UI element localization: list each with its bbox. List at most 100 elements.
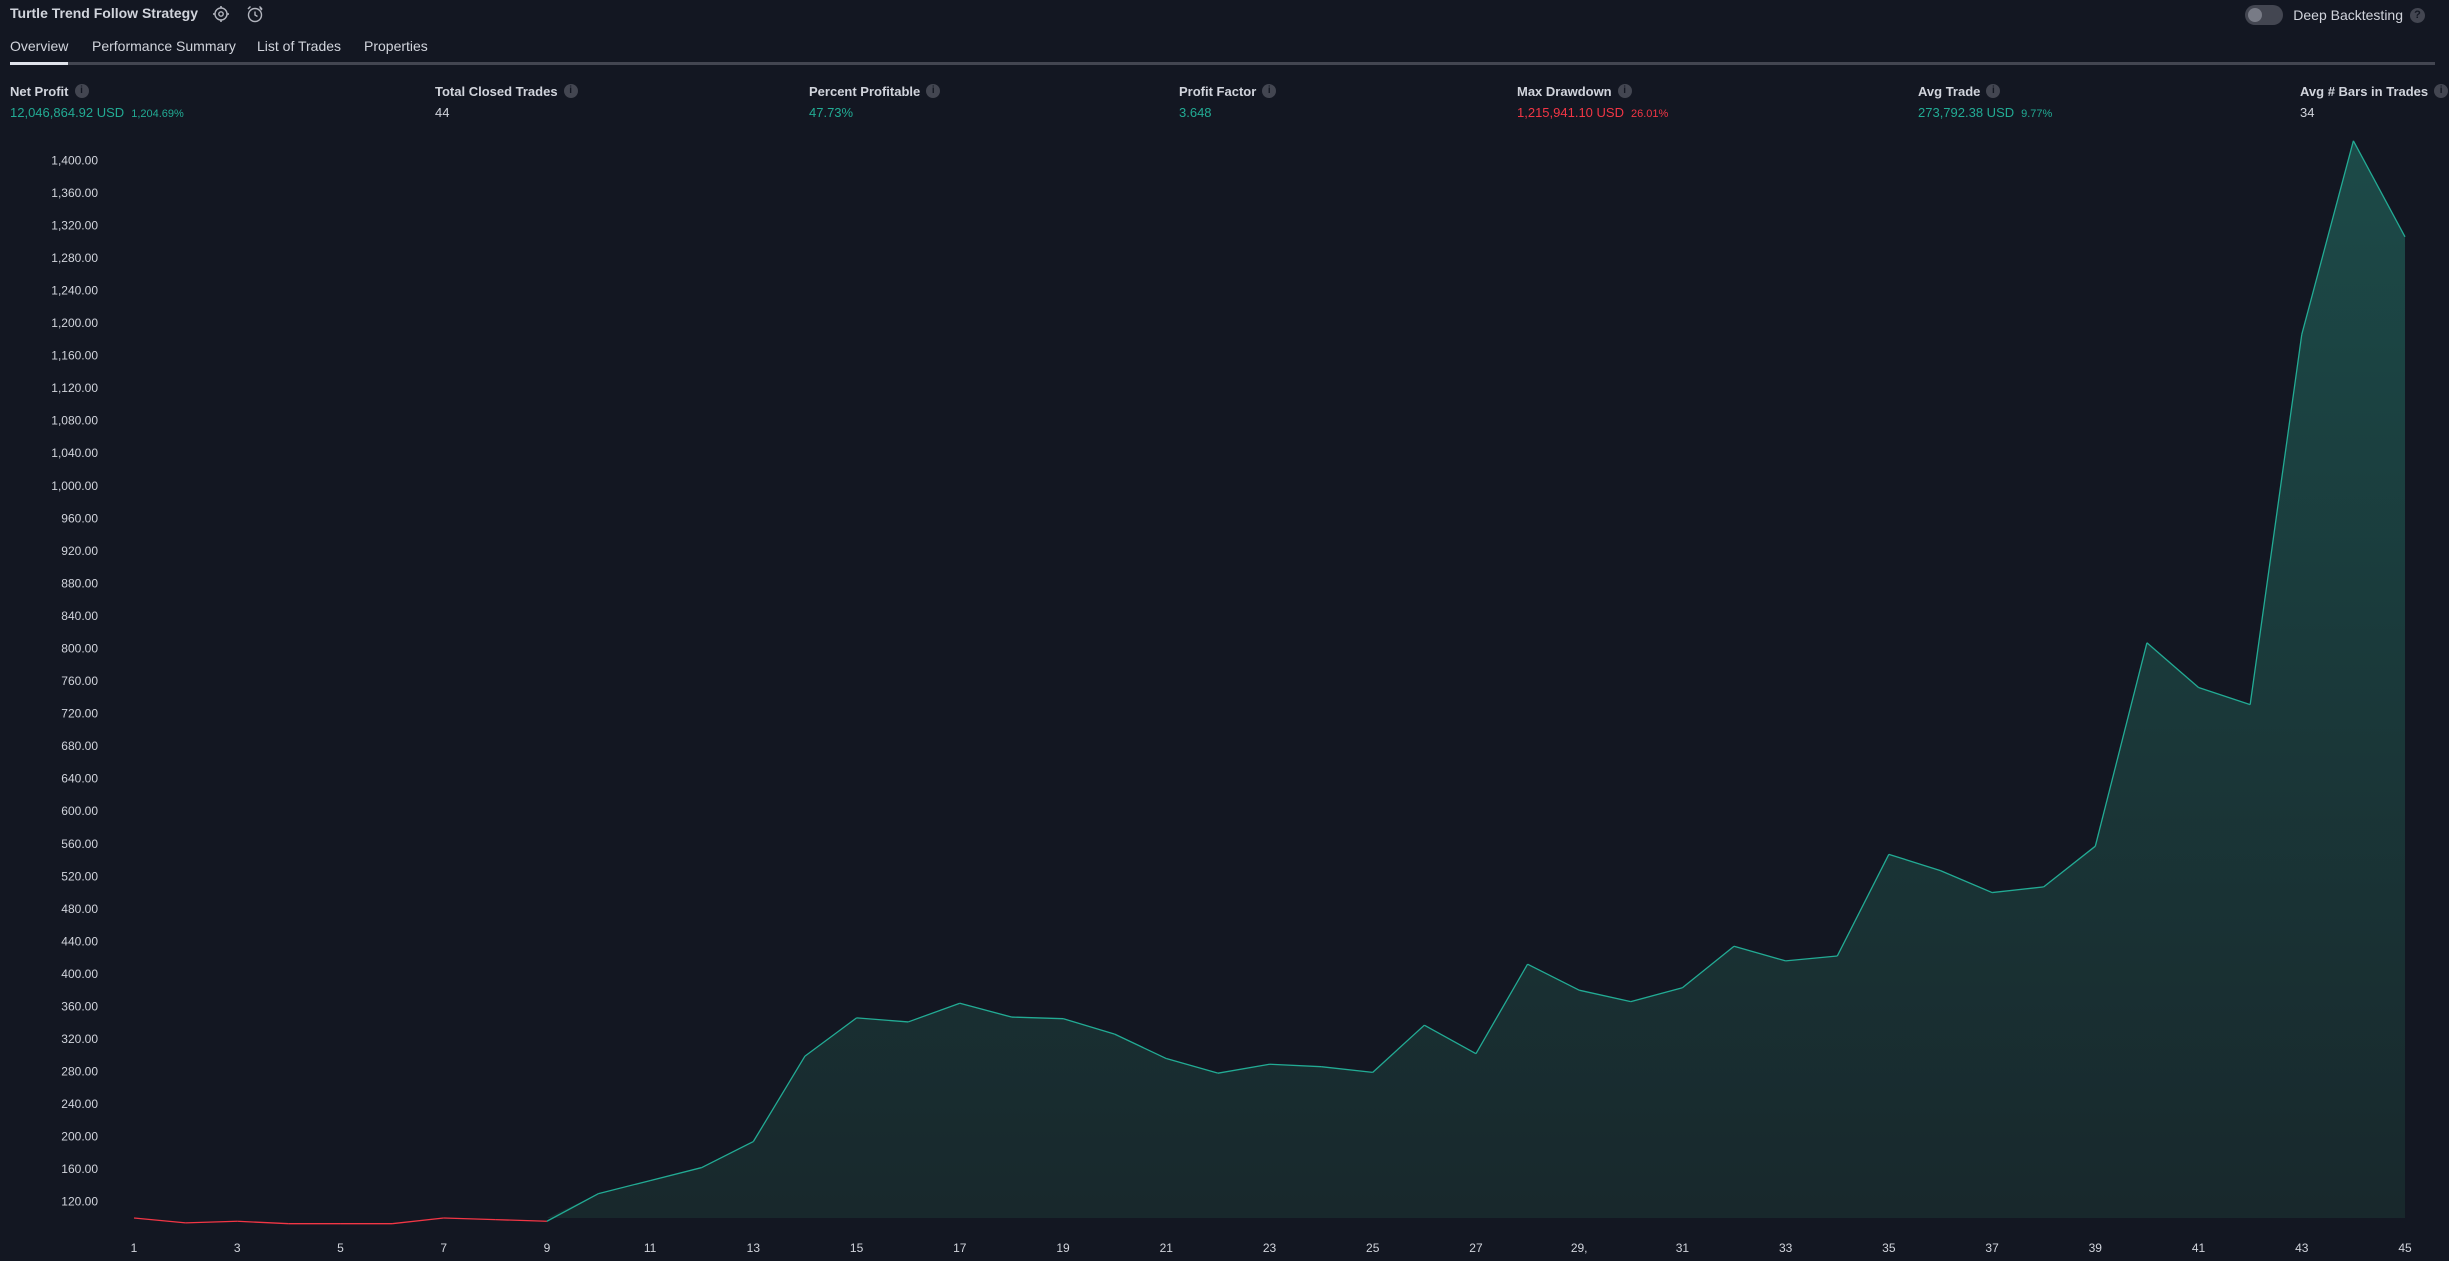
equity-line-segment [391,1217,444,1225]
y-tick-label: 280.00 [61,1065,98,1079]
y-tick-label: 760.00 [61,674,98,688]
metric-label: Profit Factor [1179,83,1257,99]
x-tick-label: 27 [1469,1241,1483,1255]
metric-total-closed-trades: Total Closed Trades i 44 [435,82,578,120]
equity-line-segment [2301,140,2355,335]
equity-line-segment [1011,1016,1064,1020]
x-tick-label: 17 [953,1241,967,1255]
y-tick-label: 880.00 [61,576,98,590]
x-tick-label: 19 [1056,1241,1070,1255]
info-icon[interactable]: i [926,84,941,98]
x-tick-label: 11 [644,1241,657,1255]
tab-performance-summary[interactable]: Performance Summary [92,38,236,54]
equity-line-segment [1785,955,1838,962]
equity-line-segment [2043,845,2096,888]
deep-backtesting-label: Deep Backtesting [2293,7,2403,23]
equity-line-segment [856,1017,909,1023]
y-tick-label: 640.00 [61,772,98,786]
info-icon[interactable]: i [563,84,578,98]
x-tick-label: 1 [131,1241,138,1255]
equity-chart: 120.00 160.00 200.00 240.00 280.00 320.00 360.… [51,140,2412,1255]
y-tick-label: 920.00 [61,544,98,558]
x-tick-label: 41 [2192,1241,2206,1255]
y-tick-label: 1,000.00 [51,479,98,493]
tab-list-of-trades[interactable]: List of Trades [257,38,342,54]
x-tick-label: 3 [234,1241,241,1255]
info-icon[interactable]: i [74,84,89,98]
equity-line-segment [1475,963,1529,1054]
equity-line-segment [907,1002,961,1023]
y-tick-label: 840.00 [61,609,98,623]
y-tick-label: 1,080.00 [51,414,98,428]
equity-line-segment [649,1166,702,1182]
x-tick-label: 15 [850,1241,864,1255]
metric-label: Max Drawdown [1517,83,1612,99]
strategy-title: Turtle Trend Follow Strategy [10,5,198,21]
metric-avg-trade: Avg Trade i 273,792.38 USD 9.77% [1918,82,2052,121]
equity-line-segment [1114,1033,1167,1060]
deep-backtesting-toggle[interactable] [2245,5,2284,25]
y-tick-label: 680.00 [61,739,98,753]
metric-avg-bars-in-trades: Avg # Bars in Trades i 34 [2300,82,2449,120]
equity-line [133,140,2406,1225]
tab-properties[interactable]: Properties [364,38,428,54]
metric-value: 3.648 [1179,105,1212,120]
info-icon[interactable]: i [2434,84,2449,98]
metric-percent: 26.01% [1630,108,1669,120]
y-tick-label: 560.00 [61,837,98,851]
x-tick-label: 39 [2089,1241,2103,1255]
x-tick-label: 31 [1676,1241,1690,1255]
equity-line-segment [959,1002,1012,1018]
info-icon[interactable]: i [1262,84,1277,98]
y-tick-label: 1,200.00 [51,316,98,330]
y-tick-label: 1,160.00 [51,349,98,363]
x-tick-label: 43 [2295,1241,2309,1255]
metric-label: Net Profit [10,83,69,99]
equity-line-segment [1630,987,1683,1003]
equity-line-segment [495,1218,547,1222]
metric-value: 47.73% [809,105,854,120]
help-icon[interactable]: ? [2410,7,2425,23]
alarm-clock-icon[interactable] [244,3,266,25]
x-tick-label: 5 [337,1241,344,1255]
equity-line-segment [1992,886,2044,894]
deep-backtesting-control: Deep Backtesting ? [2245,4,2425,26]
y-tick-label: 1,360.00 [51,186,98,200]
x-tick-label: 13 [747,1241,761,1255]
y-tick-label: 400.00 [61,967,98,981]
metric-label: Avg # Bars in Trades [2300,83,2429,99]
toggle-knob [2248,8,2263,22]
equity-line-segment [1940,870,1993,894]
equity-line-segment [1166,1057,1219,1074]
equity-line-segment [2352,140,2406,238]
y-tick-label: 800.00 [61,641,98,655]
y-tick-label: 1,320.00 [51,218,98,232]
info-icon[interactable]: i [1986,84,2001,98]
equity-line-segment [1888,853,1941,872]
y-tick-label: 1,040.00 [51,446,98,460]
metric-value: 34 [2300,105,2315,120]
equity-area-fill [134,140,2405,1218]
tab-overview[interactable]: Overview [10,38,69,54]
equity-line-segment [133,1217,186,1224]
equity-line-segment [546,1193,599,1222]
x-tick-label: 23 [1263,1241,1277,1255]
tab-bar: Overview Performance Summary List of Tra… [0,34,2449,64]
equity-line-segment [185,1220,238,1224]
equity-line-segment [1424,1024,1477,1055]
metric-value: 12,046,864.92 USD [10,105,125,120]
x-tick-label: 45 [2398,1241,2412,1255]
metric-label: Avg Trade [1918,83,1981,99]
gear-icon[interactable] [210,3,232,25]
x-tick-label: 7 [440,1241,447,1255]
equity-line-segment [1527,963,1580,991]
y-tick-label: 520.00 [61,869,98,883]
metric-max-drawdown: Max Drawdown i 1,215,941.10 USD 26.01% [1517,82,1669,121]
y-tick-label: 440.00 [61,934,98,948]
info-icon[interactable]: i [1617,84,1632,98]
equity-line-segment [701,1140,754,1169]
metric-label: Total Closed Trades [435,83,558,99]
equity-line-segment [443,1217,496,1221]
equity-line-segment [2249,334,2303,705]
y-tick-label: 120.00 [61,1195,98,1209]
